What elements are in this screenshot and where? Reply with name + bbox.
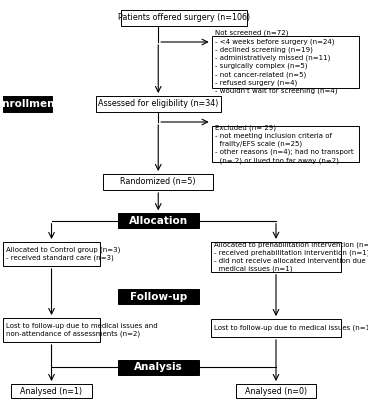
Text: Excluded (n= 29)
- not meeting inclusion criteria of
  frailty/EFS scale (n=25)
: Excluded (n= 29) - not meeting inclusion… (215, 124, 354, 164)
FancyBboxPatch shape (3, 96, 53, 112)
FancyBboxPatch shape (212, 36, 359, 88)
Text: Analysis: Analysis (134, 362, 183, 372)
FancyBboxPatch shape (3, 318, 100, 342)
FancyBboxPatch shape (212, 126, 359, 162)
Text: Analysed (n=0): Analysed (n=0) (245, 387, 307, 396)
Text: Lost to follow-up due to medical issues (n=1): Lost to follow-up due to medical issues … (214, 325, 368, 331)
FancyBboxPatch shape (236, 384, 316, 398)
FancyBboxPatch shape (103, 174, 213, 190)
Text: Lost to follow-up due to medical issues and
non-attendance of assessments (n=2): Lost to follow-up due to medical issues … (7, 323, 158, 337)
FancyBboxPatch shape (118, 213, 199, 228)
FancyBboxPatch shape (118, 360, 199, 375)
Text: Allocation: Allocation (129, 216, 188, 226)
Text: Patients offered surgery (n=106): Patients offered surgery (n=106) (118, 14, 250, 22)
Text: Randomized (n=5): Randomized (n=5) (120, 178, 196, 186)
FancyBboxPatch shape (96, 96, 221, 112)
Text: Analysed (n=1): Analysed (n=1) (21, 387, 82, 396)
Text: Enrollment: Enrollment (0, 99, 60, 109)
FancyBboxPatch shape (210, 319, 342, 337)
FancyBboxPatch shape (121, 10, 247, 26)
FancyBboxPatch shape (118, 289, 199, 304)
Text: Allocated to prehabilitation intervention (n=2)
- received prehabilitation inter: Allocated to prehabilitation interventio… (214, 242, 368, 272)
FancyBboxPatch shape (3, 242, 100, 266)
Text: Assessed for eligibility (n=34): Assessed for eligibility (n=34) (98, 100, 219, 108)
Text: Allocated to Control group (n=3)
- received standard care (n=3): Allocated to Control group (n=3) - recei… (7, 247, 121, 261)
FancyBboxPatch shape (11, 384, 92, 398)
Text: Follow-up: Follow-up (130, 292, 187, 302)
Text: Not screened (n=72)
- <4 weeks before surgery (n=24)
- declined screening (n=19): Not screened (n=72) - <4 weeks before su… (215, 30, 338, 94)
FancyBboxPatch shape (210, 242, 342, 272)
